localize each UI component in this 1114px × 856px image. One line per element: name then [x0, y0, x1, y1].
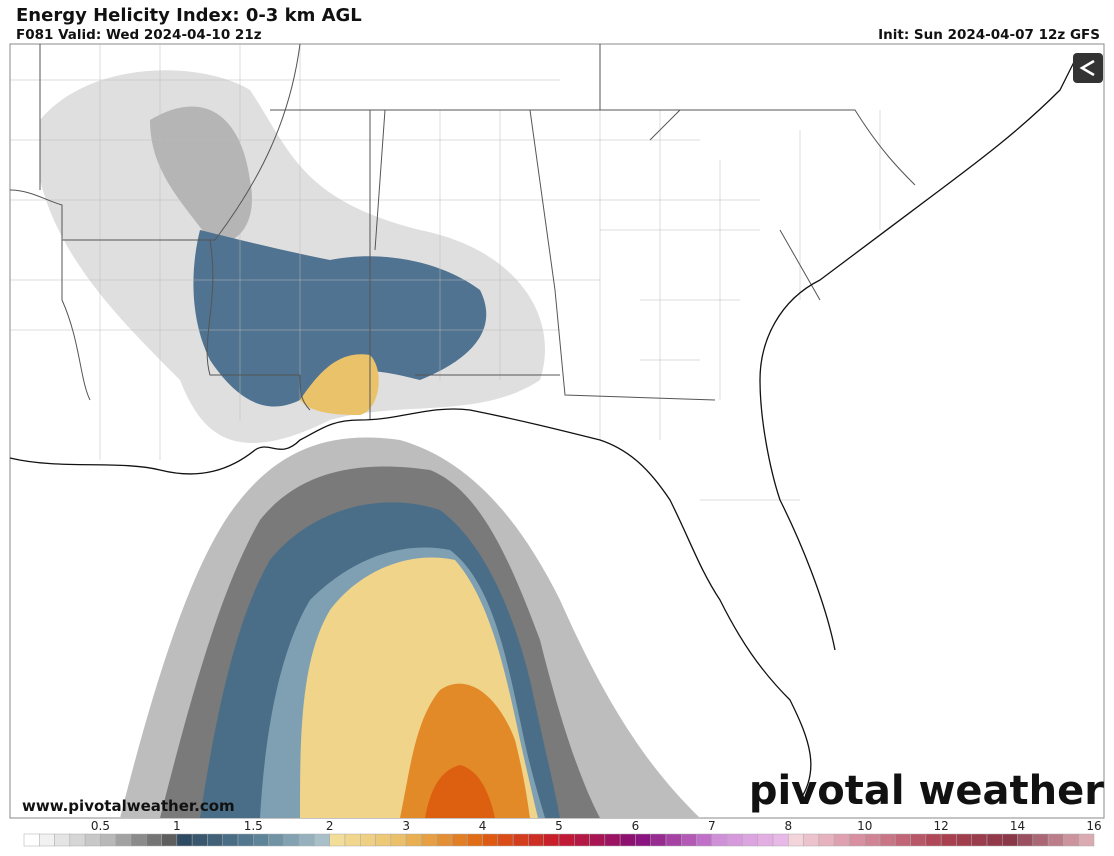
colorbar-box [818, 833, 835, 847]
colorbar-box [222, 833, 239, 847]
colorbar-box [482, 833, 499, 847]
colorbar-box [467, 833, 483, 847]
colorbar-label: 6 [632, 819, 640, 833]
shading [40, 70, 700, 818]
colorbar-box [879, 833, 896, 847]
colorbar-label: 7 [708, 819, 716, 833]
colorbar-box [696, 833, 713, 847]
colorbar-box [849, 833, 865, 847]
colorbar-box [146, 833, 162, 847]
init-time: Init: Sun 2024-04-07 12z GFS [878, 27, 1100, 43]
colorbar-box [390, 833, 407, 847]
colorbar-label: 8 [784, 819, 792, 833]
colorbar-box [421, 833, 437, 847]
colorbar-box [161, 833, 178, 847]
colorbar-box [772, 833, 789, 847]
colorbar-label: 5 [555, 819, 563, 833]
colorbar-label: 0.5 [91, 819, 110, 833]
colorbar-box [956, 833, 972, 847]
colorbar-box [115, 833, 132, 847]
colorbar-box [253, 833, 269, 847]
colorbar-box [100, 833, 116, 847]
colorbar-box [971, 833, 988, 847]
colorbar-box [1078, 833, 1095, 847]
title: Energy Helicity Index: 0-3 km AGL [16, 5, 362, 26]
counties [10, 44, 881, 501]
colorbar-box [54, 833, 71, 847]
colorbar-label: 2 [326, 819, 334, 833]
colorbar-box [39, 833, 55, 847]
colorbar-box [405, 833, 422, 847]
colorbar-box [788, 833, 804, 847]
share-icon [1079, 59, 1095, 77]
colorbar-label: 3 [402, 819, 410, 833]
colorbar-box [268, 833, 285, 847]
colorbar-box [1032, 833, 1049, 847]
colorbar-box [635, 833, 651, 847]
colorbar-box [283, 833, 300, 847]
valid-time: F081 Valid: Wed 2024-04-10 21z [16, 27, 262, 43]
colorbar-box [130, 833, 147, 847]
colorbar-label: 14 [1010, 819, 1025, 833]
colorbar-box [711, 833, 728, 847]
colorbar-box [207, 833, 223, 847]
colorbar-label: 4 [479, 819, 487, 833]
colorbar-label: 10 [857, 819, 872, 833]
colorbar-box [757, 833, 774, 847]
colorbar-label: 16 [1086, 819, 1101, 833]
colorbar-box [604, 833, 621, 847]
colorbar-label: 1 [173, 819, 181, 833]
colorbar-box [1047, 833, 1064, 847]
colorbar-label: 1.5 [244, 819, 263, 833]
colorbar-box [940, 833, 957, 847]
colorbar-box [574, 833, 590, 847]
colorbar-box [176, 833, 193, 847]
colorbar-box [742, 833, 758, 847]
colorbar-box [360, 833, 376, 847]
colorbar-box [1017, 833, 1034, 847]
colorbar-box [436, 833, 453, 847]
colorbar-box [298, 833, 315, 847]
colorbar-box [925, 833, 942, 847]
colorbar-box [681, 833, 697, 847]
colorbar-box [329, 833, 346, 847]
colorbar-box [375, 833, 392, 847]
colorbar-box [650, 833, 667, 847]
colorbar-box [512, 833, 529, 847]
colorbar-box [589, 833, 606, 847]
colorbar-box [803, 833, 820, 847]
colorbar-box [543, 833, 560, 847]
colorbar-box [344, 833, 361, 847]
colorbar-box [528, 833, 544, 847]
colorbar-box [84, 833, 101, 847]
share-button[interactable] [1073, 53, 1103, 83]
borders [9, 43, 1076, 801]
colorbar-box [558, 833, 575, 847]
brand-watermark: pivotal weather [749, 768, 1104, 814]
colorbar-box [23, 833, 40, 847]
colorbar-box [1063, 833, 1079, 847]
colorbar-box [1002, 833, 1018, 847]
colorbar-label: 12 [934, 819, 949, 833]
colorbar-box [895, 833, 911, 847]
colorbar-box [314, 833, 330, 847]
colorbar-box [726, 833, 743, 847]
colorbar-box [910, 833, 927, 847]
colorbar-box [237, 833, 254, 847]
website: www.pivotalweather.com [22, 797, 235, 815]
colorbar: 0.5 1 1.5 2 3 4 5 6 7 8 10 12 14 16 [23, 819, 1102, 847]
colorbar-box [619, 833, 636, 847]
colorbar-box [497, 833, 514, 847]
colorbar-box [191, 833, 208, 847]
colorbar-box [833, 833, 850, 847]
map: www.pivotalweather.com pivotal weather [9, 43, 1105, 819]
colorbar-box [986, 833, 1003, 847]
colorbar-box [864, 833, 881, 847]
colorbar-box [451, 833, 468, 847]
colorbar-box [665, 833, 682, 847]
colorbar-box [69, 833, 86, 847]
